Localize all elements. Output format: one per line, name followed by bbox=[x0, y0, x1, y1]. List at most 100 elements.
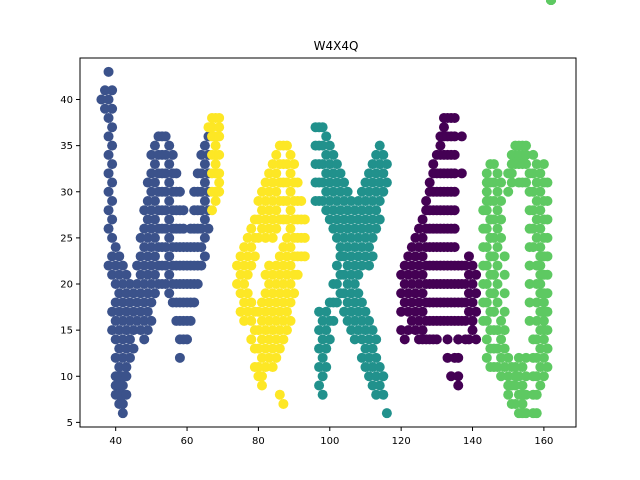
data-point bbox=[371, 149, 382, 160]
data-point bbox=[107, 214, 118, 225]
data-point bbox=[371, 186, 382, 197]
data-point bbox=[317, 334, 328, 345]
data-point bbox=[496, 352, 507, 363]
data-point bbox=[164, 214, 175, 225]
data-point bbox=[135, 325, 146, 336]
data-point bbox=[281, 232, 292, 243]
data-point bbox=[260, 325, 271, 336]
data-point bbox=[367, 325, 378, 336]
data-point bbox=[246, 242, 257, 253]
data-point bbox=[496, 177, 507, 188]
data-point bbox=[271, 260, 282, 271]
data-point bbox=[149, 288, 160, 299]
data-point bbox=[403, 306, 414, 317]
data-point bbox=[196, 186, 207, 197]
data-point bbox=[285, 297, 296, 308]
data-point bbox=[160, 149, 171, 160]
data-point bbox=[160, 131, 171, 142]
data-point bbox=[488, 306, 499, 317]
data-point bbox=[356, 205, 367, 216]
data-point bbox=[342, 223, 353, 234]
data-point bbox=[381, 177, 392, 188]
data-point bbox=[210, 195, 221, 206]
data-point bbox=[167, 149, 178, 160]
data-point bbox=[324, 159, 335, 170]
data-point bbox=[471, 334, 482, 345]
data-point bbox=[321, 306, 332, 317]
data-point bbox=[349, 260, 360, 271]
data-point bbox=[488, 269, 499, 280]
data-point bbox=[264, 352, 275, 363]
data-point bbox=[139, 279, 150, 290]
data-point bbox=[521, 371, 532, 382]
data-point bbox=[503, 352, 514, 363]
data-point bbox=[103, 112, 114, 123]
data-point bbox=[274, 269, 285, 280]
data-point bbox=[356, 315, 367, 326]
data-point bbox=[114, 325, 125, 336]
data-point bbox=[406, 297, 417, 308]
data-point bbox=[253, 214, 264, 225]
data-point bbox=[364, 205, 375, 216]
data-point bbox=[256, 334, 267, 345]
data-point bbox=[174, 352, 185, 363]
data-point bbox=[285, 186, 296, 197]
data-point bbox=[121, 343, 132, 354]
data-point bbox=[342, 297, 353, 308]
data-point bbox=[149, 140, 160, 151]
data-point bbox=[531, 389, 542, 400]
data-point bbox=[364, 315, 375, 326]
data-point bbox=[513, 352, 524, 363]
data-point bbox=[239, 279, 250, 290]
y-axis: 5 10 15 20 25 30 35 40 bbox=[60, 95, 80, 429]
data-point bbox=[256, 380, 267, 391]
data-point bbox=[531, 195, 542, 206]
data-point bbox=[199, 195, 210, 206]
data-point bbox=[264, 186, 275, 197]
data-point bbox=[535, 168, 546, 179]
data-point bbox=[528, 186, 539, 197]
data-point bbox=[342, 279, 353, 290]
data-point bbox=[117, 297, 128, 308]
data-point bbox=[492, 186, 503, 197]
data-point bbox=[542, 195, 553, 206]
data-point bbox=[146, 242, 157, 253]
data-point bbox=[535, 380, 546, 391]
data-point bbox=[124, 352, 135, 363]
data-point bbox=[481, 352, 492, 363]
data-point bbox=[339, 288, 350, 299]
data-point bbox=[317, 159, 328, 170]
data-point bbox=[178, 205, 189, 216]
data-point bbox=[503, 389, 514, 400]
data-point bbox=[492, 205, 503, 216]
data-point bbox=[146, 223, 157, 234]
data-point bbox=[349, 223, 360, 234]
data-point bbox=[267, 232, 278, 243]
data-point bbox=[117, 334, 128, 345]
data-point bbox=[117, 408, 128, 419]
data-point bbox=[139, 334, 150, 345]
data-point bbox=[449, 168, 460, 179]
data-point bbox=[535, 260, 546, 271]
data-point bbox=[535, 343, 546, 354]
data-points bbox=[96, 0, 557, 419]
data-point bbox=[531, 297, 542, 308]
data-point bbox=[107, 251, 118, 262]
data-point bbox=[121, 371, 132, 382]
data-point bbox=[339, 195, 350, 206]
data-point bbox=[114, 251, 125, 262]
data-point bbox=[371, 371, 382, 382]
data-point bbox=[542, 214, 553, 225]
data-point bbox=[492, 168, 503, 179]
data-point bbox=[285, 315, 296, 326]
data-point bbox=[146, 168, 157, 179]
data-point bbox=[481, 334, 492, 345]
data-point bbox=[239, 260, 250, 271]
data-point bbox=[103, 186, 114, 197]
data-point bbox=[253, 362, 264, 373]
data-point bbox=[521, 352, 532, 363]
y-tick-label: 5 bbox=[67, 418, 73, 429]
data-point bbox=[535, 362, 546, 373]
data-point bbox=[260, 177, 271, 188]
data-point bbox=[335, 205, 346, 216]
